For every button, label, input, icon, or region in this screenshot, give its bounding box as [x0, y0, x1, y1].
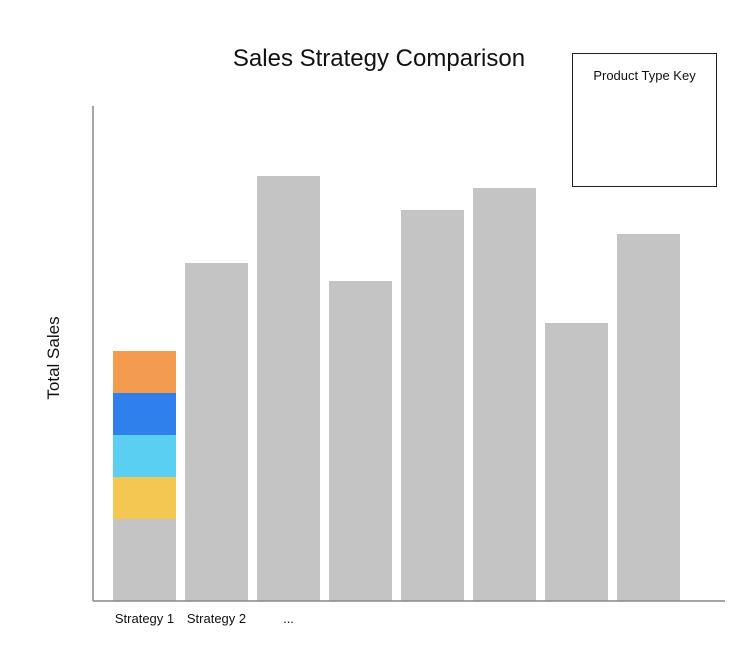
bar: [545, 323, 608, 601]
bar: [329, 281, 392, 601]
bar-segment-base: [113, 519, 176, 601]
bar-segment-3: [113, 393, 176, 435]
chart-title: Sales Strategy Comparison: [233, 45, 525, 72]
bar-segment-4: [113, 351, 176, 393]
legend: Product Type Key: [572, 53, 717, 187]
bar: [617, 234, 680, 601]
x-tick-label: ...: [283, 611, 294, 626]
legend-title: Product Type Key: [593, 68, 696, 83]
y-axis-label: Total Sales: [44, 316, 63, 399]
bar-segment-2: [113, 435, 176, 477]
legend-box: [572, 53, 717, 187]
bar-segment-1: [113, 477, 176, 519]
bar: [257, 176, 320, 601]
bar: [401, 210, 464, 601]
x-tick-label: Strategy 1: [115, 611, 174, 626]
x-tick-labels: Strategy 1 Strategy 2...: [115, 611, 294, 626]
bars-group: [113, 176, 680, 601]
x-tick-label: Strategy 2: [187, 611, 246, 626]
bar: [473, 188, 536, 601]
bar: [185, 263, 248, 601]
